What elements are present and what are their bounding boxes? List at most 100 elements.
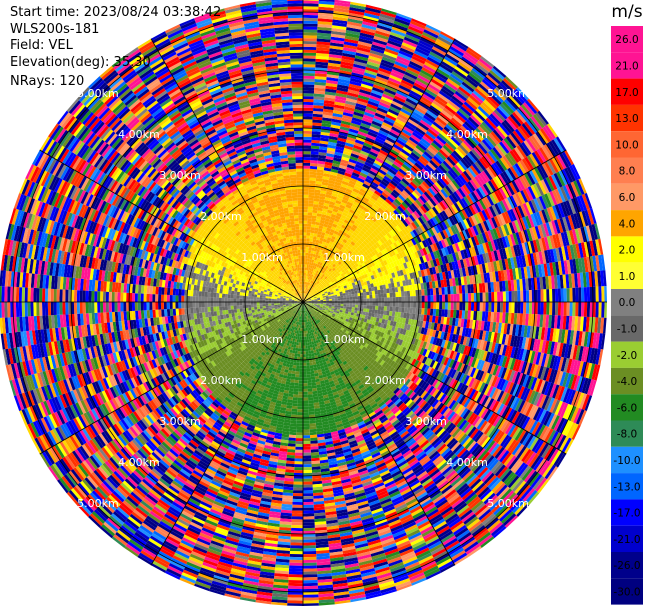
- velocity-gate: [332, 16, 348, 22]
- velocity-gate: [368, 291, 373, 296]
- velocity-gate: [444, 309, 448, 318]
- velocity-gate: [306, 229, 311, 233]
- velocity-gate: [313, 272, 316, 276]
- velocity-gate: [303, 23, 318, 27]
- velocity-gate: [375, 75, 389, 83]
- velocity-gate: [306, 223, 312, 228]
- velocity-gate: [323, 170, 331, 175]
- velocity-gate: [372, 38, 388, 46]
- velocity-gate: [347, 21, 363, 27]
- velocity-gate: [329, 42, 344, 48]
- velocity-gate: [383, 288, 387, 294]
- velocity-gate: [398, 296, 402, 302]
- velocity-gate: [439, 302, 443, 310]
- velocity-gate: [303, 261, 306, 265]
- velocity-gate: [372, 86, 385, 94]
- velocity-gate: [311, 277, 314, 281]
- velocity-gate: [421, 289, 425, 296]
- velocity-gate: [306, 232, 311, 236]
- velocity-gate: [318, 228, 323, 232]
- velocity-gate: [517, 290, 521, 302]
- velocity-gate: [303, 296, 305, 300]
- velocity-gate: [309, 279, 312, 284]
- velocity-gate: [307, 209, 313, 213]
- velocity-gate: [328, 59, 342, 65]
- velocity-gate: [314, 79, 327, 83]
- velocity-gate: [344, 145, 354, 151]
- velocity-gate: [372, 298, 376, 302]
- velocity-gate: [322, 238, 327, 243]
- velocity-gate: [319, 196, 326, 200]
- velocity-gate: [312, 122, 322, 127]
- velocity-gate: [406, 290, 411, 297]
- velocity-gate: [312, 119, 323, 124]
- velocity-gate: [479, 302, 483, 312]
- velocity-gate: [366, 134, 377, 141]
- velocity-gate: [348, 180, 357, 186]
- velocity-gate: [379, 13, 396, 21]
- velocity-gate: [389, 34, 404, 43]
- velocity-gate: [344, 190, 352, 197]
- velocity-gate: [322, 173, 331, 178]
- velocity-gate: [499, 291, 504, 302]
- velocity-gate: [450, 302, 454, 310]
- velocity-gate: [356, 100, 368, 107]
- velocity-gate: [303, 235, 307, 239]
- velocity-gate: [381, 8, 397, 16]
- velocity-gate: [303, 99, 314, 103]
- velocity-gate: [328, 135, 338, 141]
- velocity-gate: [572, 302, 576, 317]
- velocity-gate: [311, 218, 317, 222]
- velocity-gate: [366, 305, 370, 309]
- velocity-gate: [316, 41, 331, 46]
- velocity-gate: [318, 252, 322, 256]
- velocity-gate: [429, 288, 434, 296]
- velocity-gate: [303, 43, 317, 48]
- velocity-gate: [333, 10, 349, 16]
- velocity-gate: [331, 210, 338, 216]
- velocity-gate: [334, 298, 338, 301]
- velocity-gate: [341, 117, 352, 123]
- velocity-gate: [430, 295, 434, 302]
- velocity-gate: [442, 294, 446, 302]
- velocity-gate: [546, 302, 550, 315]
- velocity-gate: [377, 305, 382, 311]
- velocity-gate: [377, 289, 381, 295]
- velocity-gate: [303, 3, 319, 7]
- velocity-gate: [303, 104, 314, 108]
- velocity-gate: [595, 302, 599, 318]
- velocity-gate: [311, 131, 321, 135]
- velocity-gate: [327, 141, 337, 146]
- velocity-gate: [327, 234, 333, 239]
- velocity-gate: [343, 295, 347, 298]
- velocity-gate: [303, 212, 308, 216]
- velocity-gate: [304, 284, 306, 288]
- velocity-gate: [303, 191, 309, 195]
- velocity-gate: [381, 56, 396, 64]
- velocity-gate: [303, 290, 305, 294]
- velocity-gate: [427, 288, 431, 296]
- velocity-gate: [502, 291, 506, 302]
- velocity-gate: [348, 86, 361, 92]
- velocity-gate: [326, 227, 332, 232]
- velocity-gate: [303, 206, 309, 210]
- velocity-gate: [318, 149, 328, 154]
- velocity-gate: [470, 302, 475, 311]
- velocity-gate: [377, 309, 381, 315]
- velocity-gate: [391, 69, 405, 77]
- velocity-gate: [305, 244, 310, 248]
- velocity-gate: [392, 66, 406, 75]
- velocity-gate: [430, 302, 434, 309]
- velocity-gate: [361, 80, 374, 87]
- velocity-gate: [303, 35, 317, 39]
- velocity-gate: [563, 302, 567, 316]
- velocity-gate: [438, 287, 443, 295]
- velocity-gate: [359, 125, 370, 132]
- velocity-gate: [482, 302, 486, 312]
- velocity-gate: [447, 286, 451, 295]
- velocity-gate: [305, 290, 307, 294]
- velocity-gate: [386, 302, 390, 307]
- velocity-gate: [315, 180, 323, 185]
- velocity-gate: [363, 295, 367, 299]
- velocity-gate: [517, 302, 521, 314]
